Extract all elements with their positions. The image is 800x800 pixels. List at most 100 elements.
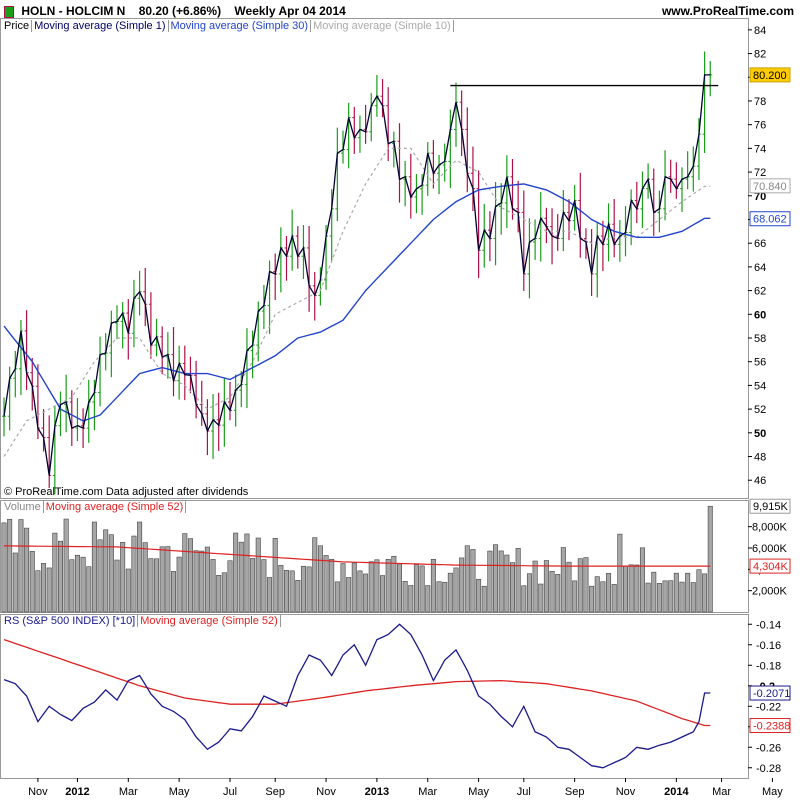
volume-bar (380, 575, 386, 613)
volume-bar (368, 561, 374, 613)
x-tick-label: May (468, 786, 489, 798)
volume-ma-badge (749, 558, 791, 574)
volume-bar (572, 580, 578, 613)
legend-price[interactable]: Price (2, 20, 33, 32)
volume-bar (594, 576, 600, 613)
volume-bar (103, 529, 109, 613)
x-tick-label: May (169, 786, 190, 798)
volume-bar (442, 581, 448, 613)
volume-bar (187, 538, 193, 613)
volume-bar (532, 560, 538, 613)
legend-ma10[interactable]: Moving average (Simple 10) (311, 20, 454, 32)
volume-bar (476, 578, 482, 613)
volume-bar (549, 571, 555, 613)
volume-bar (374, 559, 380, 613)
x-tick-label: 2012 (65, 786, 89, 798)
volume-bar (464, 545, 470, 613)
volume-bar (137, 521, 143, 613)
volume-bar (57, 540, 63, 613)
volume-bar (611, 584, 617, 613)
volume-bar (182, 533, 188, 613)
rs-badge-text: -0.2071 (753, 688, 790, 700)
last-price-badge (749, 67, 791, 83)
volume-bar (340, 563, 346, 613)
legend-ma1[interactable]: Moving average (Simple 1) (32, 20, 169, 32)
volume-frame (0, 500, 749, 613)
volume-bar (453, 567, 459, 613)
volume-bar (244, 533, 250, 613)
rs-line (3, 623, 711, 769)
price-tick-label: 72 (754, 167, 766, 179)
ma10-badge (749, 178, 791, 194)
volume-bar (357, 570, 363, 613)
last-quote: 80.20 (+6.86%) (138, 4, 222, 18)
volume-bar (1, 522, 7, 613)
volume-bar (538, 583, 544, 613)
volume-bar (29, 551, 35, 613)
legend-rs-ma52[interactable]: Moving average (Simple 52) (138, 615, 281, 627)
volume-bar (402, 581, 408, 613)
volume-bar (566, 561, 572, 613)
price-tick-label: 48 (754, 452, 766, 464)
candle-icon (4, 5, 14, 18)
price-tick-label: 60 (754, 309, 766, 321)
volume-bar (651, 571, 657, 613)
volume-bar (69, 559, 75, 613)
volume-bar (261, 559, 267, 613)
volume-bar (656, 583, 662, 613)
volume-bar (685, 572, 691, 613)
volume-bar (589, 585, 595, 613)
volume-bar (430, 559, 436, 613)
volume-bar (278, 565, 284, 613)
volume-bar (52, 532, 58, 613)
volume-bar (74, 554, 80, 613)
volume-tick-label: 2,000K (752, 586, 788, 598)
ma30-badge-text: 68.062 (753, 214, 787, 226)
close-line (3, 74, 711, 476)
volume-bar (142, 542, 148, 613)
volume-bar (46, 567, 52, 613)
volume-bar (447, 572, 453, 613)
volume-bar (334, 581, 340, 613)
price-tick-label: 74 (754, 143, 766, 155)
volume-bar (690, 582, 696, 613)
legend-vol-ma52[interactable]: Moving average (Simple 52) (43, 501, 187, 513)
legend-ma30[interactable]: Moving average (Simple 30) (168, 20, 312, 32)
volume-bar (165, 546, 171, 613)
volume-bar (80, 556, 86, 613)
legend-rs[interactable]: RS (S&P 500 INDEX) [*10] (2, 615, 139, 627)
volume-bar (41, 563, 47, 613)
volume-bar (108, 534, 114, 613)
volume-bar (250, 558, 256, 613)
price-tick-label: 52 (754, 404, 766, 416)
volume-bar (419, 565, 425, 613)
volume-bar (606, 573, 612, 613)
volume-bar (436, 581, 442, 613)
volume-bar (577, 558, 583, 613)
rs-tick-label: -0.18 (756, 660, 781, 672)
x-tick-label: Sep (265, 786, 285, 798)
volume-bar (193, 550, 199, 613)
price-tick-label: 56 (754, 357, 766, 369)
ma10-line (3, 147, 711, 457)
volume-bar (487, 550, 493, 613)
volume-bar (628, 564, 634, 613)
rs-tick-label: -0.14 (756, 619, 781, 631)
volume-bar (425, 585, 431, 613)
price-frame (0, 18, 749, 499)
x-tick-label: May (762, 786, 783, 798)
volume-legend: Volume Moving average (Simple 52) (2, 501, 187, 514)
volume-bar (413, 564, 419, 613)
rs-tick-label: -0.16 (756, 640, 781, 652)
volume-bar (272, 538, 278, 613)
volume-bar (131, 535, 137, 613)
price-legend: Price Moving average (Simple 1) Moving ave… (2, 20, 454, 33)
legend-volume[interactable]: Volume (2, 501, 44, 513)
volume-bar (391, 555, 397, 613)
volume-bar (199, 550, 205, 613)
volume-bar (408, 585, 414, 613)
volume-bar (526, 573, 532, 613)
volume-peak-badge-text: 9,915K (753, 501, 789, 513)
price-tick-label: 46 (754, 475, 766, 487)
